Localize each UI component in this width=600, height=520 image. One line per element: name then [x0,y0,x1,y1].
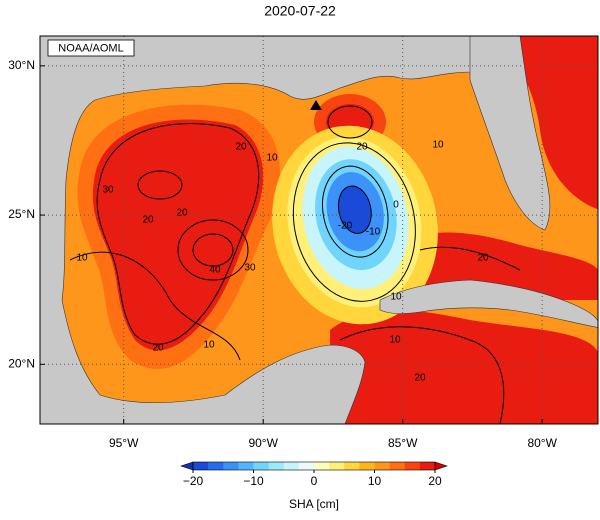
colorbar: −20 −10 0 10 20 [180,461,448,488]
title: 2020-07-22 [264,3,336,19]
credit: NOAA/AOML [58,42,123,54]
colorbar-bin [389,462,406,470]
colorbar-bin [238,462,254,470]
contour-label: 0 [393,200,399,211]
cold-eddy-core [338,185,372,234]
sha-field [40,36,598,424]
grid [40,36,598,424]
land-florida [469,36,551,231]
lon-tick-label: 80°W [527,436,557,450]
contour-label: 10 [76,253,88,264]
colorbar-bin [208,462,224,470]
contour-label: 40 [209,265,221,276]
contour-line [322,165,389,258]
colorbar-bin [298,462,315,470]
colorbar-tick-label: −10 [243,474,264,488]
contour-label: 10 [432,140,444,151]
lat-tick-label: 30°N [8,58,35,72]
colorbar-over [434,461,448,471]
colorbar-tick-label: 0 [311,474,318,488]
colorbar-under [180,461,194,471]
map-frame [39,35,599,425]
lon-tick-label: 85°W [388,436,418,450]
contour-label: -20 [338,221,353,232]
lon-tick-label: 90°W [248,436,278,450]
contour-line [292,142,416,302]
colorbar-bin [268,462,285,470]
contour-label: 20 [356,142,368,153]
colorbar-tick-label: −20 [183,474,204,488]
colorbar-bin [223,462,239,470]
colorbar-bin [359,462,375,470]
contour-label: 20 [414,373,426,384]
contour-label: 20 [235,142,247,153]
land-mexico-us [40,36,506,424]
warm-region [505,36,598,210]
contour-label: -10 [366,227,381,238]
colorbar-bin [419,462,436,470]
lon-tick-label: 95°W [109,436,139,450]
warm-core [92,119,264,351]
contour-label: 20 [176,208,188,219]
lat-tick-label: 25°N [8,207,35,221]
contour-label: 10 [203,340,215,351]
colorbar-tick-label: 10 [368,474,382,488]
colorbar-bin [344,462,360,470]
contour-label: 20 [477,253,489,264]
station-marker [310,100,322,110]
contour-label: 10 [389,335,401,346]
contour-label: 10 [266,153,278,164]
colorbar-bin [253,462,269,470]
colorbar-bin [329,462,345,470]
warm-region [330,310,598,424]
contours [69,105,521,424]
lat-tick-label: 20°N [8,356,35,370]
colorbar-tick-label: 20 [428,474,442,488]
colorbar-bin [314,462,330,470]
colorbar-bin [404,462,421,470]
colorbar-bin [193,462,209,470]
contour-label: 20 [142,215,154,226]
colorbar-label: SHA [cm] [289,497,339,511]
contour-line [337,185,372,234]
contour-label: 30 [244,263,256,274]
contour-labels: 30 20 20 10 10 20 40 30 20 20 10 20 0 -1… [76,140,489,384]
colorbar-bin [374,462,390,470]
land-cuba [379,279,598,328]
colorbar-bin [283,462,300,470]
contour-label: 30 [102,185,114,196]
contour-label: 20 [152,343,164,354]
contour-label: 10 [390,292,402,303]
credit-box [47,39,135,57]
